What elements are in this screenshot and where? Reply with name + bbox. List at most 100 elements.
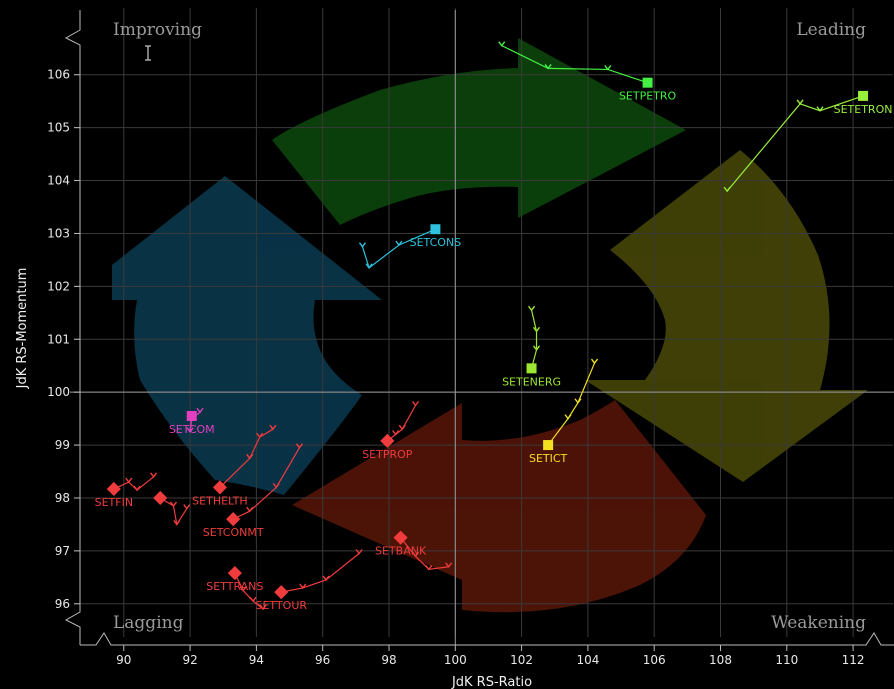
chart-grid bbox=[74, 8, 893, 637]
y-tick-label: 97 bbox=[55, 544, 70, 558]
x-axis-line bbox=[80, 632, 894, 646]
series-point bbox=[604, 65, 612, 71]
series-point bbox=[269, 424, 277, 431]
series-point bbox=[272, 482, 280, 489]
series-head bbox=[153, 490, 168, 506]
series-point bbox=[196, 407, 204, 414]
series-point bbox=[295, 443, 304, 449]
series-point bbox=[355, 549, 363, 555]
series-point bbox=[532, 326, 541, 333]
x-tick-label: 90 bbox=[116, 653, 131, 667]
series-head bbox=[212, 480, 227, 495]
y-tick-label: 99 bbox=[55, 438, 70, 452]
series-line bbox=[547, 362, 596, 446]
series-line bbox=[361, 228, 436, 269]
x-tick-label: 104 bbox=[576, 653, 599, 667]
series-line bbox=[113, 476, 154, 491]
series-settrans: SETTRANS bbox=[206, 566, 267, 611]
series-setcons: SETCONS bbox=[358, 224, 461, 270]
series-label: SETBANK bbox=[375, 545, 427, 558]
series-line bbox=[726, 95, 864, 192]
y-tick-label: 106 bbox=[47, 68, 70, 82]
series-sethelth: SETHELTH bbox=[192, 424, 277, 507]
series-point bbox=[186, 427, 194, 434]
series-label: SETFIN bbox=[95, 496, 133, 509]
series-point bbox=[411, 400, 420, 407]
series-line bbox=[386, 405, 417, 442]
series-layer: SETPETRO SETETRON SETCONS SETENERG SETICT SET… bbox=[95, 41, 892, 612]
series-label: SETPROP bbox=[362, 448, 413, 461]
series-point bbox=[173, 519, 181, 526]
series-point bbox=[590, 358, 599, 365]
chart-axes: 90 92 94 96 98 100 102 104 106 108 110 112 96 97 98 99 1… bbox=[47, 10, 894, 667]
series-setpetro: SETPETRO bbox=[498, 41, 677, 103]
series-line bbox=[219, 428, 274, 488]
y-axis-title: JdK RS-Momentum bbox=[15, 268, 30, 390]
series-head bbox=[526, 363, 537, 374]
y-tick-label: 101 bbox=[47, 332, 70, 346]
series-head bbox=[393, 530, 408, 545]
series-point bbox=[816, 106, 824, 112]
x-tick-label: 112 bbox=[842, 653, 865, 667]
x-tick-label: 92 bbox=[182, 653, 197, 667]
series-point bbox=[249, 596, 257, 603]
series-head bbox=[380, 433, 395, 448]
series-point bbox=[392, 430, 400, 436]
series-point bbox=[246, 506, 254, 513]
series-point bbox=[564, 414, 572, 420]
series-point bbox=[532, 345, 541, 352]
y-axis-line bbox=[64, 10, 81, 645]
x-tick-label: 94 bbox=[249, 653, 264, 667]
series-line bbox=[234, 572, 264, 610]
quadrant-label-weakening: Weakening bbox=[771, 613, 866, 633]
quadrant-label-improving: Improving bbox=[113, 20, 202, 40]
series-point bbox=[796, 99, 804, 106]
x-tick-label: 102 bbox=[510, 653, 533, 667]
series-head bbox=[226, 512, 241, 527]
quadrant-label-lagging: Lagging bbox=[113, 613, 184, 633]
series-label: SETENERG bbox=[502, 375, 561, 388]
series-point bbox=[544, 63, 552, 70]
series-point bbox=[259, 604, 267, 611]
series-head bbox=[227, 566, 242, 581]
series-point bbox=[723, 186, 731, 193]
series-point bbox=[398, 424, 406, 431]
series-point bbox=[183, 504, 191, 510]
series-head bbox=[430, 224, 441, 235]
series-line bbox=[501, 45, 648, 84]
series-setbank: SETBANK bbox=[375, 530, 453, 571]
series-point bbox=[498, 41, 506, 47]
y-tick-label: 100 bbox=[47, 385, 70, 399]
series-line bbox=[530, 310, 538, 369]
series-line bbox=[281, 553, 360, 593]
series-head bbox=[274, 585, 289, 600]
x-tick-label: 96 bbox=[315, 653, 330, 667]
y-tick-label: 102 bbox=[47, 279, 70, 293]
x-tick-label: 98 bbox=[381, 653, 396, 667]
series-head bbox=[642, 77, 653, 88]
series-settour: SETTOUR bbox=[255, 549, 363, 612]
series-point bbox=[150, 472, 158, 478]
series-point bbox=[574, 398, 582, 404]
series-point bbox=[527, 305, 536, 312]
series-label: SETTRANS bbox=[206, 580, 263, 593]
series-point bbox=[445, 562, 453, 568]
series-setict: SETICT bbox=[529, 358, 599, 465]
x-tick-label: 106 bbox=[643, 653, 666, 667]
series-setprop: SETPROP bbox=[362, 400, 420, 461]
series-point bbox=[299, 583, 307, 590]
y-tick-label: 98 bbox=[55, 491, 70, 505]
arrow-leading bbox=[272, 38, 686, 225]
series-point bbox=[133, 485, 141, 492]
series-line bbox=[232, 447, 301, 520]
y-tick-label: 96 bbox=[55, 597, 70, 611]
series-point bbox=[322, 575, 330, 582]
y-tick-label: 105 bbox=[47, 121, 70, 135]
series-point bbox=[395, 240, 403, 247]
y-tick-label: 104 bbox=[47, 174, 70, 188]
series-setfin: SETFIN bbox=[95, 472, 158, 509]
arrow-lagging bbox=[292, 400, 706, 613]
series-point bbox=[365, 263, 373, 270]
series-point bbox=[125, 477, 133, 484]
